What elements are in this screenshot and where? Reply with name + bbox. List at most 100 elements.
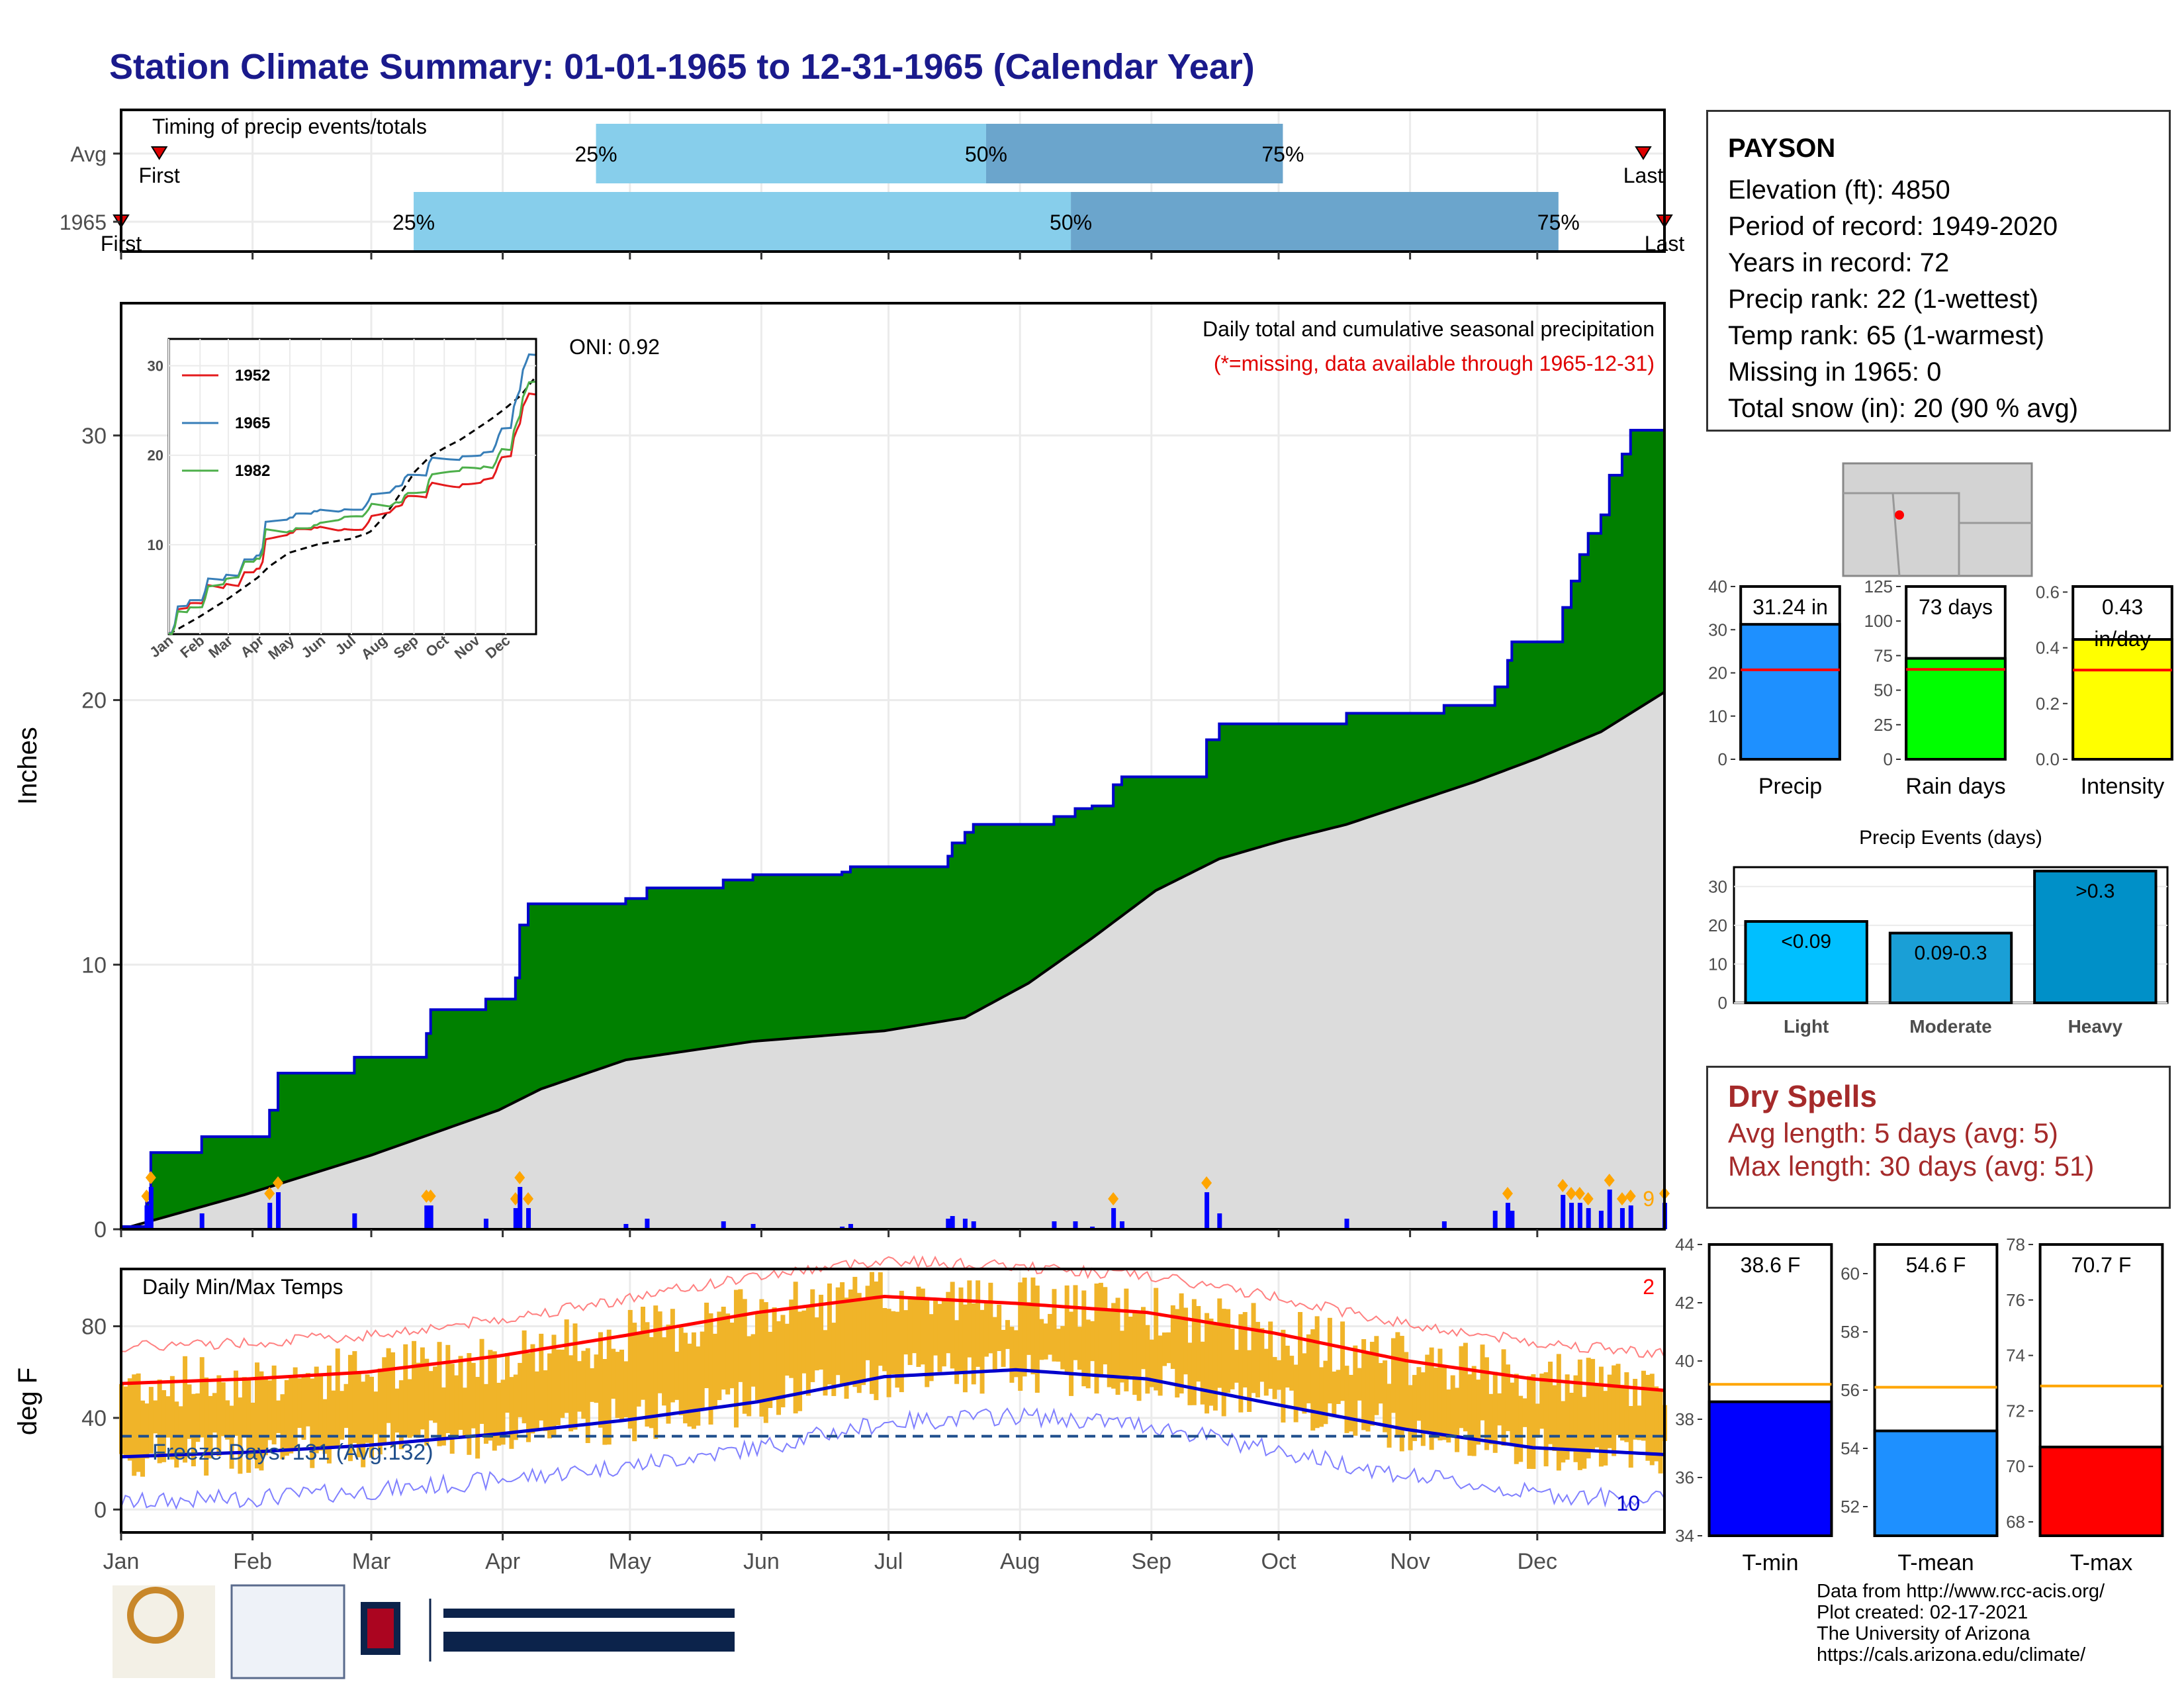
daily-temp-bar [1361,1338,1367,1430]
daily-temp-bar [1374,1336,1379,1415]
daily-temp-bar [331,1390,336,1446]
extreme-precip-marker [1201,1176,1212,1190]
daily-temp-bar [717,1311,722,1401]
daily-temp-bar [394,1388,400,1433]
daily-temp-bar [297,1378,302,1429]
y-tick-label: 0 [1884,749,1893,769]
daily-precip-bar [424,1205,430,1229]
month-label: Feb [233,1549,272,1574]
credits: Data from http://www.rcc-acis.org/ Plot … [1817,1581,2105,1665]
daily-precip-bar [144,1205,150,1229]
daily-temp-bar [1005,1320,1010,1349]
daily-temp-bar [1077,1327,1082,1370]
inset-normal-line [168,375,537,635]
y-tick-label: 10 [1708,706,1727,726]
daily-temp-bar [1001,1330,1006,1367]
daily-temp-bar [1492,1372,1498,1453]
daily-temp-bar [513,1374,518,1440]
daily-temp-bar [831,1323,837,1396]
daily-temp-bar [195,1393,201,1442]
daily-temp-bar [479,1338,484,1425]
daily-temp-bar [165,1396,171,1438]
y-tick-label: 75 [1874,645,1893,665]
daily-temp-bar [1590,1358,1596,1452]
daily-precip-bar [946,1219,951,1229]
daily-temp-bar [1463,1342,1468,1432]
daily-temp-bar [1018,1282,1023,1391]
daily-temp-bar [1412,1375,1418,1441]
daily-temp-bar [1594,1384,1600,1448]
daily-temp-bar [1637,1405,1642,1440]
pct-label: 25% [392,211,435,234]
daily-temp-bar [1408,1385,1413,1450]
daily-temp-bar [1247,1350,1252,1412]
daily-temp-bar [343,1383,349,1429]
daily-temp-bar [412,1340,417,1436]
precip-panel-border [120,302,1666,1231]
daily-temp-bar [1132,1311,1138,1395]
daily-temp-bar [1467,1374,1473,1456]
daily-temp-bar [386,1348,391,1423]
daily-precip-bar [1607,1190,1612,1229]
normal-precip-area [121,692,1664,1229]
daily-temp-bar [1009,1327,1015,1383]
daily-temp-bar [1170,1305,1175,1369]
daily-temp-bar [1654,1386,1659,1462]
daily-temp-bar [1488,1393,1494,1444]
daily-temp-bar [539,1333,544,1421]
daily-temp-bar [377,1368,383,1455]
daily-temp-bar [335,1348,340,1447]
month-label: Jul [874,1549,903,1574]
daily-temp-bar [861,1299,866,1385]
daily-precip-bar [148,1187,154,1229]
daily-temp-bar [1119,1331,1124,1383]
temp-panel-border [120,1268,1666,1534]
dry-spells-title: Dry Spells [1728,1079,1877,1113]
daily-temp-bar [997,1304,1002,1351]
daily-temp-bar [1052,1289,1057,1362]
daily-temp-bar [1259,1328,1265,1382]
y-tick-label: 74 [2006,1346,2025,1366]
daily-temp-bar [602,1358,608,1445]
daily-temp-bar [1217,1298,1222,1388]
inset-y-tick-label: 20 [148,447,163,464]
y-tick-label: 58 [1841,1322,1860,1342]
daily-temp-bar [187,1384,192,1439]
daily-temp-bar [441,1387,446,1446]
y-tick-label: 42 [1675,1293,1694,1313]
daily-temp-bar [1539,1374,1545,1429]
daily-temp-bar [772,1307,777,1398]
bar-value-label: 0.43 [2102,595,2143,619]
daily-temp-bar [976,1280,981,1367]
daily-temp-bar [950,1282,955,1369]
month-label: Sep [1132,1549,1172,1574]
daily-temp-bar [844,1297,849,1399]
daily-temp-bar [683,1333,688,1424]
daily-temp-bar [797,1311,803,1411]
normal-min-line [120,1368,1665,1459]
daily-temp-bar [572,1323,578,1430]
month-label: Jan [103,1549,140,1574]
extreme-precip-marker [1625,1190,1636,1203]
daily-temp-bar [751,1334,756,1387]
extreme-precip-marker [1616,1192,1627,1206]
daily-temp-bar [271,1365,277,1445]
extension-logo-wordmark [443,1609,735,1618]
daily-temp-bar [886,1309,891,1397]
bar-value-label: 54.6 F [1906,1253,1966,1277]
timing-marker [1635,146,1652,160]
daily-temp-bar [645,1322,650,1427]
daily-temp-bar [191,1393,196,1467]
daily-temp-bar [776,1321,782,1415]
daily-precip-bar [1619,1208,1625,1229]
daily-temp-bar [216,1375,222,1456]
daily-temp-bar [1081,1290,1087,1387]
y-tick-label: 76 [2006,1290,2025,1310]
daily-temp-bar [594,1354,599,1403]
y-tick-label: 0 [1718,749,1727,769]
daily-temp-bar [1043,1323,1048,1360]
daily-temp-bar [1383,1360,1388,1432]
daily-temp-bar [551,1335,557,1436]
daily-temp-bar [1314,1316,1320,1429]
daily-temp-bar [1221,1309,1226,1417]
